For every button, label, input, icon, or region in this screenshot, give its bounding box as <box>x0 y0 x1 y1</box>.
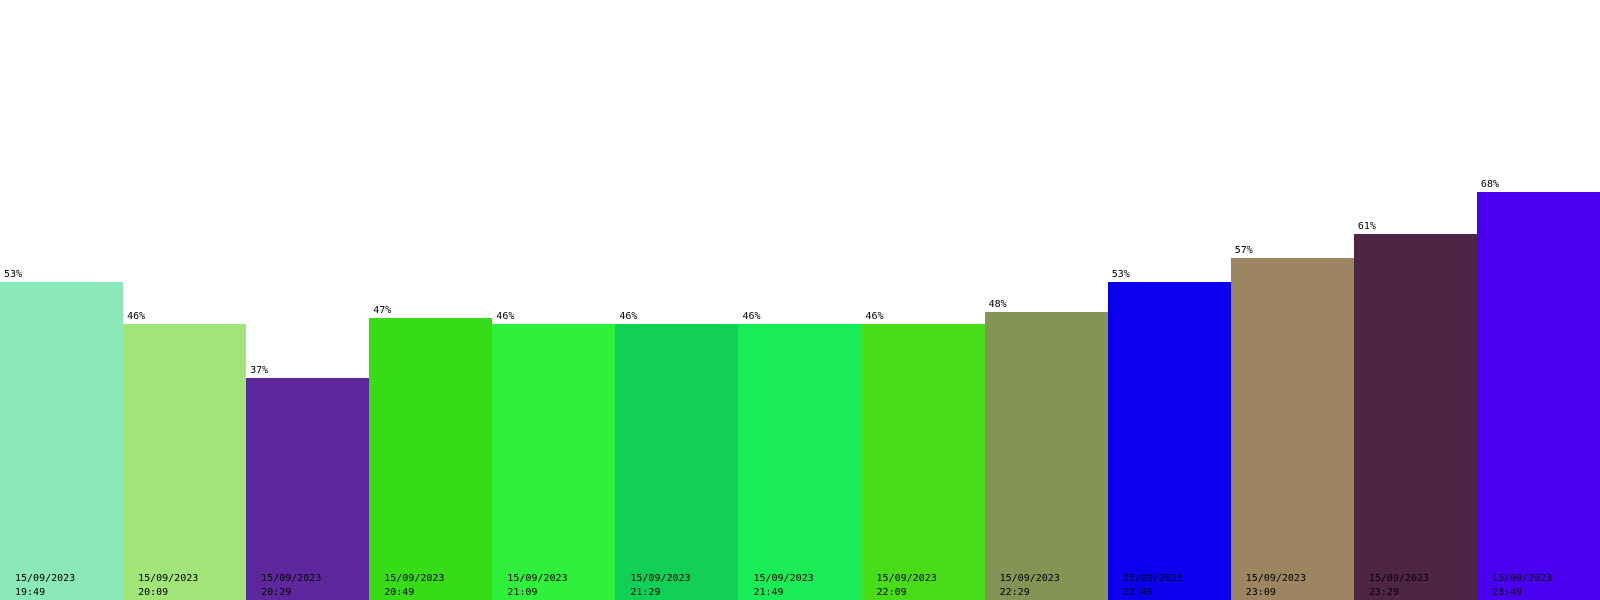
x-tick-label: 15/09/2023 21:09 <box>507 572 567 600</box>
bar <box>1476 192 1600 600</box>
x-tick-label: 15/09/2023 19:49 <box>15 572 75 600</box>
x-tick-time: 22:09 <box>876 587 907 598</box>
bar <box>1353 234 1477 600</box>
x-tick-date: 15/09/2023 <box>876 573 937 584</box>
x-tick-time: 21:49 <box>753 587 784 598</box>
data-label: 61% <box>1357 221 1376 232</box>
data-label: 57% <box>1234 245 1253 256</box>
bar <box>492 324 616 600</box>
x-tick-date: 15/09/2023 <box>1122 573 1183 584</box>
bar <box>984 312 1108 600</box>
data-label: 46% <box>496 311 515 322</box>
bar <box>738 324 862 600</box>
bar <box>0 282 124 600</box>
data-label: 46% <box>619 311 638 322</box>
data-label: 53% <box>4 269 23 280</box>
x-tick-date: 15/09/2023 <box>753 573 814 584</box>
x-tick-label: 15/09/2023 21:49 <box>753 572 813 600</box>
x-tick-time: 20:49 <box>384 587 415 598</box>
bar-column: 61% 15/09/2023 23:29 <box>1353 0 1477 600</box>
x-tick-label: 15/09/2023 21:29 <box>630 572 690 600</box>
x-tick-label: 15/09/2023 23:49 <box>1492 572 1552 600</box>
x-tick-label: 15/09/2023 20:29 <box>261 572 321 600</box>
bar <box>1230 258 1354 600</box>
x-tick-date: 15/09/2023 <box>507 573 568 584</box>
bar-column: 53% 15/09/2023 19:49 <box>0 0 124 600</box>
bar-column: 68% 15/09/2023 23:49 <box>1476 0 1600 600</box>
x-tick-time: 21:29 <box>630 587 661 598</box>
x-tick-time: 21:09 <box>507 587 538 598</box>
bar-column: 48% 15/09/2023 22:29 <box>984 0 1108 600</box>
x-tick-time: 20:29 <box>261 587 292 598</box>
x-tick-date: 15/09/2023 <box>1491 573 1553 584</box>
x-tick-label: 15/09/2023 23:29 <box>1369 572 1429 600</box>
x-tick-time: 19:49 <box>15 587 46 598</box>
data-label: 46% <box>742 311 761 322</box>
data-label: 46% <box>865 311 884 322</box>
bar <box>1107 282 1231 600</box>
bar-column: 46% 15/09/2023 21:09 <box>492 0 616 600</box>
data-label: 37% <box>250 365 269 376</box>
bar-column: 46% 15/09/2023 21:49 <box>738 0 862 600</box>
x-tick-label: 15/09/2023 23:09 <box>1246 572 1306 600</box>
data-label: 68% <box>1480 179 1499 190</box>
bar <box>246 378 370 600</box>
data-label: 47% <box>373 305 392 316</box>
x-tick-date: 15/09/2023 <box>15 573 76 584</box>
x-tick-date: 15/09/2023 <box>630 573 691 584</box>
data-label: 53% <box>1111 269 1130 280</box>
x-tick-label: 15/09/2023 22:29 <box>1000 572 1060 600</box>
data-label: 48% <box>988 299 1007 310</box>
bar-column: 46% 15/09/2023 21:29 <box>615 0 739 600</box>
bar <box>369 318 493 600</box>
bar <box>861 324 985 600</box>
x-tick-time: 22:49 <box>1122 587 1153 598</box>
x-tick-date: 15/09/2023 <box>138 573 199 584</box>
x-tick-date: 15/09/2023 <box>999 573 1060 584</box>
bar-column: 46% 15/09/2023 20:09 <box>123 0 247 600</box>
x-tick-label: 15/09/2023 20:09 <box>138 572 198 600</box>
x-tick-label: 15/09/2023 22:09 <box>877 572 937 600</box>
bar-column: 46% 15/09/2023 22:09 <box>861 0 985 600</box>
x-tick-date: 15/09/2023 <box>261 573 322 584</box>
bar <box>615 324 739 600</box>
data-label: 46% <box>127 311 146 322</box>
x-tick-date: 15/09/2023 <box>1368 573 1430 584</box>
bar-column: 53% 15/09/2023 22:49 <box>1107 0 1231 600</box>
bar-column: 37% 15/09/2023 20:29 <box>246 0 370 600</box>
x-tick-time: 20:09 <box>138 587 169 598</box>
x-tick-label: 15/09/2023 20:49 <box>384 572 444 600</box>
bar-column: 57% 15/09/2023 23:09 <box>1230 0 1354 600</box>
x-tick-date: 15/09/2023 <box>384 573 445 584</box>
bar <box>123 324 247 600</box>
x-tick-date: 15/09/2023 <box>1245 573 1306 584</box>
x-tick-time: 23:49 <box>1491 587 1523 598</box>
bar-column: 47% 15/09/2023 20:49 <box>369 0 493 600</box>
x-tick-time: 22:29 <box>999 587 1030 598</box>
x-tick-time: 23:29 <box>1368 587 1399 598</box>
x-tick-time: 23:09 <box>1245 587 1276 598</box>
x-tick-label: 15/09/2023 22:49 <box>1123 572 1183 600</box>
